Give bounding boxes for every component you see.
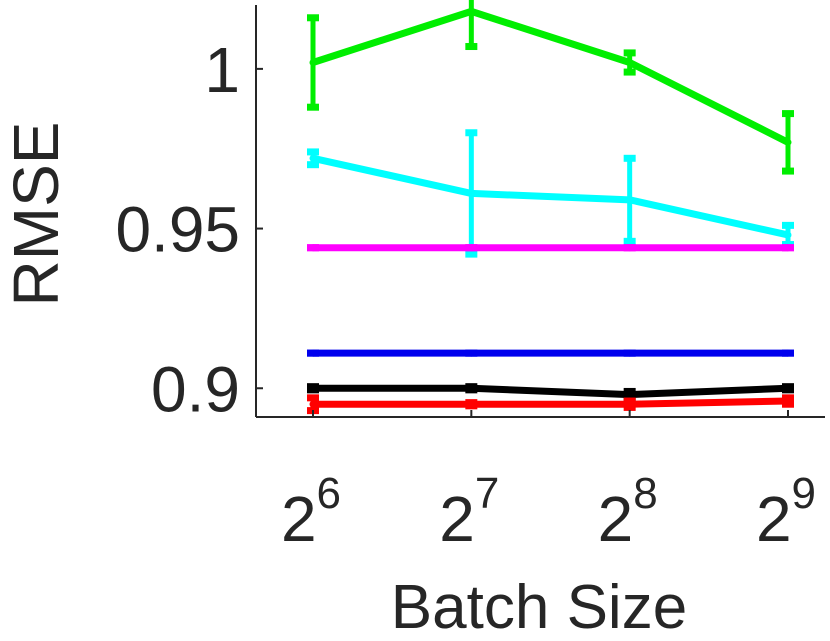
data-point [309,154,317,162]
x-tick-base: 2 [439,483,475,555]
data-point [784,138,792,146]
data-point [626,196,634,204]
series-3 [307,349,794,357]
series-line [313,397,789,408]
series-layer [307,0,794,415]
x-tick-label: 29 [756,469,816,555]
y-tick-label: 1 [204,34,240,106]
series-line [311,7,790,146]
series-line [313,384,789,399]
data-point [467,349,475,357]
data-point [467,244,475,252]
x-tick-label: 26 [281,469,341,555]
x-tick-exponent: 7 [475,469,499,518]
data-point [626,244,634,252]
x-tick-label: 27 [439,469,499,555]
series-2 [307,244,794,252]
x-tick-base: 2 [281,483,317,555]
y-axis-title: RMSE [0,122,72,307]
data-point [309,400,317,408]
x-tick-exponent: 9 [792,469,816,518]
x-tick-exponent: 8 [633,469,657,518]
data-point [467,384,475,392]
data-point [309,244,317,252]
x-axis-title: Batch Size [391,573,687,641]
data-point [784,384,792,392]
x-tick-label: 28 [598,469,658,555]
data-point [467,189,475,197]
data-point [309,384,317,392]
data-point [784,397,792,405]
data-point [467,7,475,15]
data-point [784,349,792,357]
data-point [784,231,792,239]
data-point [626,58,634,66]
data-point [626,391,634,399]
series-0 [307,0,794,175]
x-tick-exponent: 6 [317,469,341,518]
series-line [312,154,789,239]
data-point [309,349,317,357]
data-point [309,58,317,66]
series-1 [307,129,794,258]
x-tick-base: 2 [598,483,634,555]
data-point [784,244,792,252]
axes-layer [255,5,825,418]
y-tick-label: 0.9 [151,353,240,425]
x-tick-base: 2 [756,483,792,555]
data-point [626,400,634,408]
series-5 [307,394,794,415]
data-point [626,349,634,357]
data-point [467,400,475,408]
series-4 [307,383,794,402]
y-tick-label: 0.95 [115,194,240,266]
